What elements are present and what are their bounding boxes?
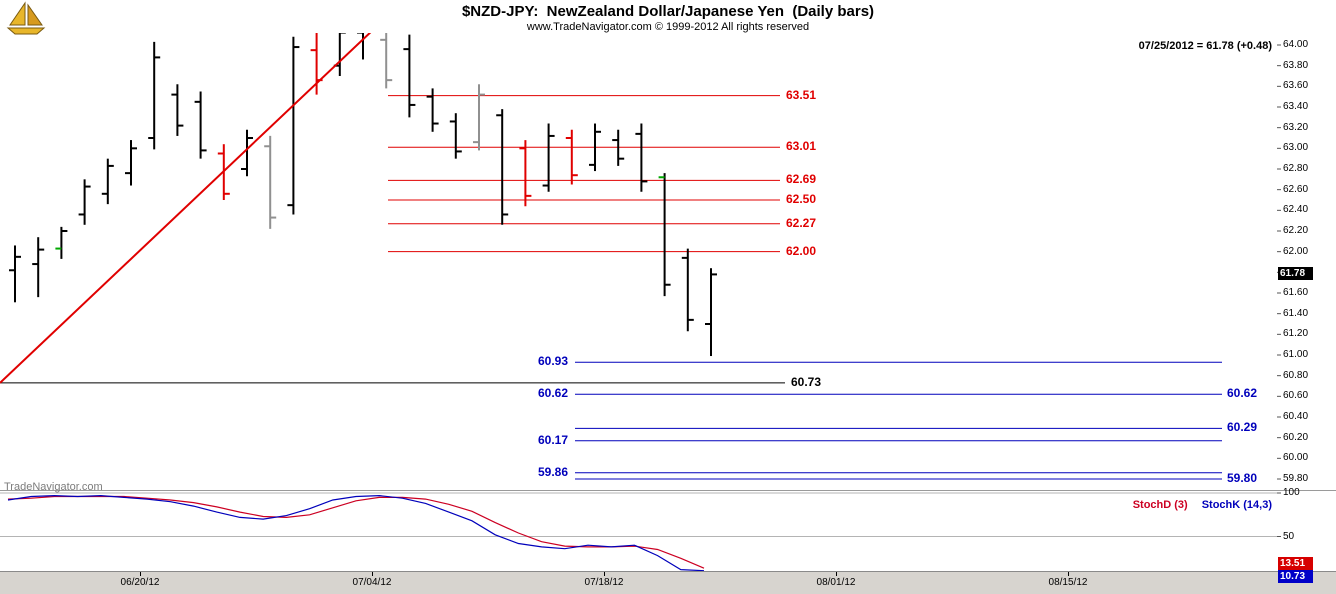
ohlc-bar[interactable] <box>148 41 161 150</box>
trendline[interactable] <box>0 23 380 384</box>
ohlc-bar[interactable] <box>565 129 578 185</box>
ohlc-bar[interactable] <box>473 84 485 151</box>
ohlc-bar[interactable] <box>658 173 671 297</box>
date-tick <box>140 572 141 576</box>
ohlc-bar[interactable] <box>542 123 555 192</box>
ohlc-bars <box>9 6 717 357</box>
ohlc-bar[interactable] <box>612 129 625 166</box>
stochk-line[interactable] <box>7 494 705 571</box>
stochk-legend-label: StochK (14,3) <box>1201 499 1272 511</box>
stochk-value-badge: 10.73 <box>1278 570 1313 583</box>
stochd-value-badge: 13.51 <box>1278 557 1313 570</box>
ohlc-bar[interactable] <box>9 245 21 303</box>
ohlc-bar[interactable] <box>705 268 717 357</box>
ohlc-bar[interactable] <box>589 123 601 172</box>
date-tick <box>836 572 837 576</box>
ohlc-bar[interactable] <box>171 84 184 136</box>
stochastic-pane <box>7 494 705 571</box>
stochd-line[interactable] <box>7 495 705 569</box>
ohlc-bar[interactable] <box>125 140 137 186</box>
ohlc-bar[interactable] <box>32 237 45 298</box>
ohlc-bar[interactable] <box>241 129 253 177</box>
stochd-legend-label: StochD (3) <box>1132 499 1188 511</box>
last-quote-readout: 07/25/2012 = 61.78 (+0.48) <box>1138 40 1272 52</box>
stochastic-legend: StochD (3) StochK (14,3) <box>1000 499 1272 511</box>
ohlc-bar[interactable] <box>310 28 323 95</box>
ohlc-bar[interactable] <box>101 158 114 205</box>
ohlc-bar[interactable] <box>403 34 416 118</box>
ohlc-bar[interactable] <box>55 226 68 259</box>
ohlc-bar[interactable] <box>333 22 346 76</box>
ohlc-bar[interactable] <box>426 88 439 132</box>
date-tick <box>372 572 373 576</box>
date-tick <box>604 572 605 576</box>
last-price-badge: 61.78 <box>1278 267 1313 281</box>
ohlc-bar[interactable] <box>78 179 91 225</box>
copyright-text: www.TradeNavigator.com © 1999-2012 All r… <box>526 21 810 33</box>
ohlc-bar[interactable] <box>357 6 369 60</box>
ohlc-bar[interactable] <box>449 113 462 159</box>
ohlc-bar[interactable] <box>681 248 694 332</box>
date-tick <box>1068 572 1069 576</box>
ohlc-bar[interactable] <box>287 36 300 215</box>
ohlc-bar[interactable] <box>194 91 207 159</box>
ohlc-bar[interactable] <box>496 109 509 225</box>
watermark: TradeNavigator.com <box>4 481 103 493</box>
ohlc-bar[interactable] <box>380 26 393 89</box>
date-axis-band <box>0 571 1336 594</box>
ohlc-bar[interactable] <box>635 123 648 192</box>
trade-navigator-logo <box>6 1 46 35</box>
chart-title: $NZD-JPY: NewZealand Dollar/Japanese Yen… <box>461 3 875 20</box>
ohlc-bar[interactable] <box>264 135 277 229</box>
ohlc-bar[interactable] <box>519 140 532 207</box>
